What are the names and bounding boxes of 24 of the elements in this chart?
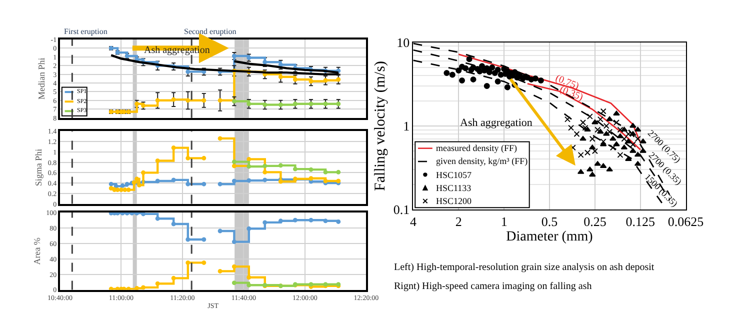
ref-line-label: First eruption [64, 27, 108, 36]
x-tick-label: 1 [500, 214, 508, 230]
y-tick-label: 1 [403, 118, 410, 134]
x-tick-label: 0.5 [541, 214, 558, 230]
x-axis-title: Diameter (mm) [506, 229, 594, 244]
legend-label: HSC1057 [436, 170, 472, 180]
y-axis-title: Falling velocity (m/s) [372, 60, 389, 191]
text: Rignt) High-speed camera imaging on falling ash [394, 281, 592, 292]
legend-label: given density, kg/m³ (FF) [436, 156, 528, 166]
x-tick-label: 0.125 [626, 214, 655, 230]
text: Left) High-temporal-resolution grain size analysis on ash deposit [394, 262, 654, 273]
legend-label: measured density (FF) [436, 143, 517, 153]
legend-label: HSC1133 [436, 183, 472, 193]
y-axis-title: Area % [32, 236, 42, 265]
x-tick-label: 0.25 [584, 214, 606, 230]
y-tick-label: 0.1 [393, 202, 410, 218]
x-tick-label: 0.0625 [668, 214, 704, 230]
x-tick-label: 2 [455, 214, 462, 230]
annotation: Ash aggregation [460, 117, 533, 129]
legend-label: HSC1200 [436, 196, 472, 206]
y-axis-title: Median Phi [36, 57, 47, 100]
ref-line-label: Second eruption [184, 27, 236, 36]
y-axis-title: Sigma Phi [34, 148, 44, 186]
y-tick-label: 10 [396, 34, 410, 50]
